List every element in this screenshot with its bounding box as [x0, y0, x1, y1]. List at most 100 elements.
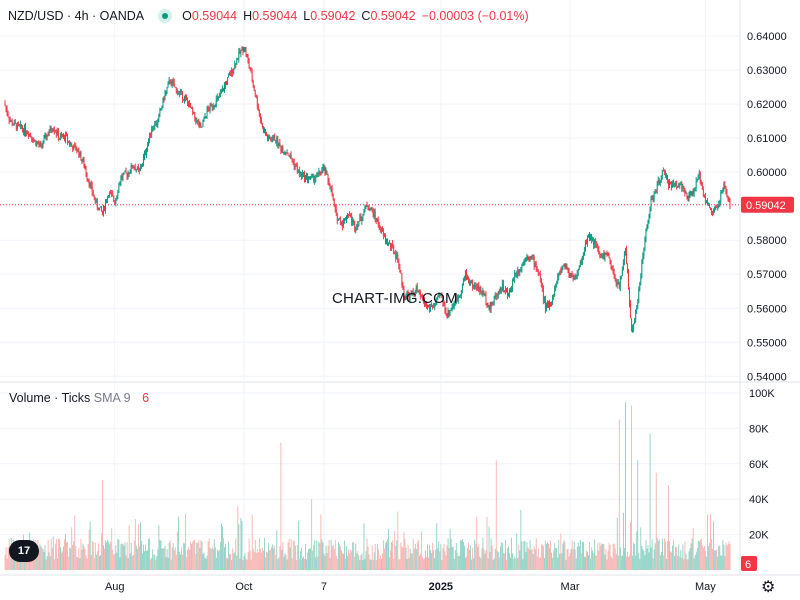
candle-body — [353, 220, 355, 223]
volume-bar — [446, 545, 448, 570]
volume-bar — [297, 520, 299, 570]
candle-body — [296, 165, 298, 173]
volume-bar — [463, 541, 464, 570]
candle-body — [707, 201, 708, 206]
volume-bar — [526, 542, 528, 570]
candle-body — [173, 82, 175, 88]
volume-bar — [277, 559, 279, 570]
volume-bar — [256, 548, 258, 570]
volume-bar — [231, 559, 233, 570]
volume-last-badge — [741, 556, 757, 571]
gear-icon[interactable]: ⚙ — [761, 579, 776, 596]
candle-body — [342, 222, 343, 227]
candle-body — [166, 87, 168, 91]
volume-bar — [553, 550, 555, 570]
candle-body — [271, 140, 273, 142]
volume-bar — [571, 540, 573, 570]
low-value: 0.59042 — [310, 9, 356, 23]
candle-body — [356, 224, 358, 229]
volume-bar — [533, 546, 535, 570]
candle-body — [653, 192, 655, 201]
volume-bar — [489, 552, 491, 570]
candle-body — [400, 272, 402, 274]
candle-body — [382, 228, 383, 232]
volume-bar — [563, 540, 565, 570]
volume-bar — [482, 538, 484, 570]
candle-body — [204, 117, 206, 118]
volume-bar — [678, 544, 680, 570]
candle-body — [597, 246, 599, 248]
volume-bar — [653, 549, 655, 570]
candle-body — [448, 310, 450, 315]
volume-bar — [145, 544, 146, 570]
volume-bar — [346, 546, 347, 570]
candle-body — [292, 161, 294, 162]
volume-bar — [677, 555, 679, 570]
candle-body — [586, 243, 587, 245]
candle-body — [369, 209, 371, 211]
tradingview-logo[interactable]: 17 — [9, 540, 39, 562]
candle-body — [489, 306, 491, 310]
volume-bar — [154, 554, 156, 570]
candle-body — [121, 176, 123, 178]
candle-body — [452, 306, 454, 308]
candle-body — [722, 188, 724, 193]
candle-body — [97, 207, 99, 211]
candle-body — [362, 214, 364, 220]
volume-bar — [495, 460, 497, 570]
candle-body — [649, 207, 651, 217]
candle-body — [652, 197, 654, 201]
candle-body — [546, 305, 547, 310]
candle-body — [592, 238, 594, 240]
candle-body — [339, 218, 341, 225]
volume-bar — [460, 540, 462, 570]
volume-bar — [175, 554, 177, 570]
volume-bar — [382, 553, 383, 570]
volume-bar — [469, 549, 470, 570]
volume-bar — [625, 401, 626, 570]
candle-body — [441, 293, 443, 296]
candle-body — [407, 293, 409, 295]
candle-body — [75, 145, 77, 151]
candle-body — [31, 136, 33, 140]
price-tick-label: 0.60000 — [747, 167, 787, 179]
volume-bar — [351, 551, 353, 570]
candle-body — [605, 253, 607, 254]
volume-bar — [559, 553, 561, 570]
volume-bar — [88, 530, 90, 570]
volume-bar — [354, 556, 356, 570]
candle-body — [318, 171, 320, 174]
candle-body — [212, 106, 214, 108]
volume-bar — [508, 546, 509, 570]
candle-body — [541, 283, 543, 289]
volume-bar — [239, 558, 241, 570]
volume-bar — [630, 521, 631, 570]
candle-body — [413, 292, 415, 294]
volume-tick-label: 40K — [749, 494, 769, 506]
volume-bar — [332, 544, 334, 570]
candle-body — [415, 286, 417, 294]
volume-bar — [605, 549, 607, 570]
volume-bar — [548, 543, 549, 570]
candle-body — [287, 152, 289, 156]
candle-body — [664, 171, 665, 173]
volume-bar — [348, 549, 349, 570]
candle-body — [270, 138, 272, 141]
candle-body — [392, 243, 394, 247]
volume-bar — [273, 548, 275, 570]
candle-body — [309, 178, 311, 180]
candle-body — [691, 192, 693, 194]
volume-bar — [424, 558, 425, 570]
candle-body — [610, 263, 612, 267]
candle-body — [483, 290, 485, 296]
volume-bar — [76, 556, 78, 570]
candle-body — [298, 169, 300, 175]
volume-bar — [386, 541, 387, 570]
volume-bar — [249, 550, 251, 570]
volume-bar — [222, 526, 223, 570]
volume-bar — [271, 547, 273, 570]
volume-bar — [637, 460, 639, 570]
volume-bar — [614, 548, 616, 570]
volume-bar — [97, 543, 99, 570]
last-price-label: 0.59042 — [746, 200, 786, 212]
